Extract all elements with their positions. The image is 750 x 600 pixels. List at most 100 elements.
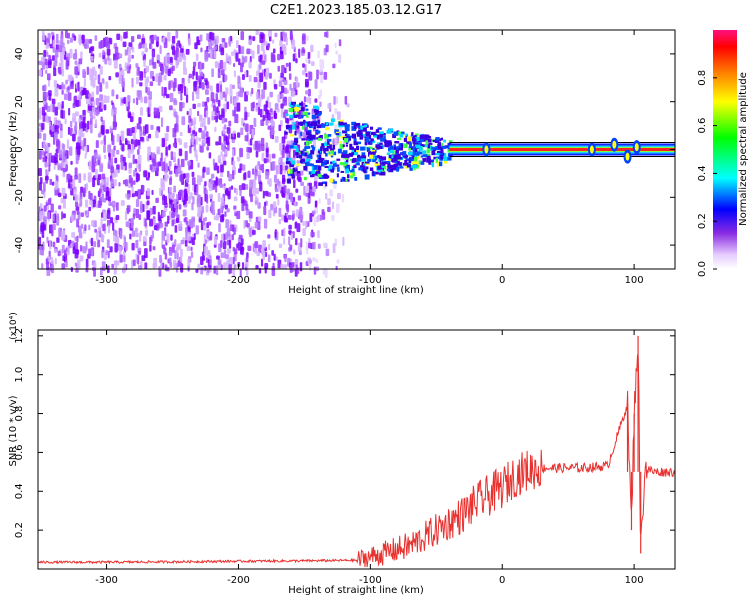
spectrogram-cell (216, 106, 219, 114)
spectrogram-cell (308, 237, 311, 243)
spectrogram-cell (74, 248, 79, 259)
spectrogram-cell (38, 127, 41, 135)
spectrogram-cell (178, 148, 183, 156)
spectrogram-signal-cell (343, 163, 348, 168)
spectrogram-cell (229, 224, 234, 232)
spectrogram-cell (267, 234, 271, 239)
spectrogram-signal-cell (422, 157, 427, 162)
spectrogram-cell (320, 75, 324, 84)
spectrogram-cell (132, 98, 136, 104)
spectrogram-cell (198, 218, 202, 223)
spectrogram-cell (106, 48, 111, 56)
spectrogram-cell (180, 257, 183, 263)
spectrogram-signal-cell (304, 146, 307, 152)
spectrogram-cell (248, 211, 253, 219)
spectrogram-cell (244, 106, 247, 113)
snr-x-label: Height of straight line (km) (288, 585, 424, 596)
spectrogram-cell (152, 246, 156, 251)
spectrogram-signal-cell (331, 118, 335, 123)
spectrogram-cell (151, 157, 154, 163)
spectrogram-cell (127, 112, 132, 119)
spectrogram-cell (270, 203, 274, 211)
spectrogram-cell (161, 230, 166, 241)
spectrogram-signal-cell (409, 142, 412, 148)
spectrogram-signal-cell (439, 158, 444, 161)
spectrogram-signal-cell (291, 160, 296, 165)
spectrogram-cell (44, 175, 49, 181)
spectrogram-cell (269, 108, 273, 113)
spectrogram-cell (153, 218, 156, 225)
spectrogram-signal-cell (318, 157, 323, 163)
spectrogram-signal-cell (392, 133, 397, 139)
spectrogram-cell (134, 190, 138, 197)
spectrogram-cell (227, 133, 230, 140)
spectrogram-cell (245, 255, 249, 263)
spectrogram-cell (106, 209, 111, 219)
spectrogram-cell (168, 170, 173, 175)
spectrogram-cell (56, 237, 60, 243)
spectrogram-signal-cell (361, 152, 366, 156)
spectrogram-cell (293, 179, 296, 189)
spectrogram-signal-cell (296, 104, 301, 108)
spectrogram-cell (314, 200, 318, 208)
spectrogram-cell (78, 117, 81, 123)
spectrogram-cell (266, 158, 269, 163)
spectrogram-cell (217, 68, 221, 79)
spectrogram-cell (238, 168, 242, 174)
spectrogram-x-tick-label: 0 (499, 275, 505, 286)
spectrogram-signal-cell (406, 164, 411, 168)
spectrogram-cell (191, 216, 196, 223)
spectrogram-signal-cell (399, 143, 404, 148)
spectrogram-cell (201, 101, 205, 107)
spectrogram-cell (103, 95, 107, 104)
spectrogram-cell (145, 65, 150, 73)
spectrogram-cell (212, 158, 215, 166)
spectrogram-cell (173, 100, 178, 106)
spectrogram-signal-cell (324, 161, 327, 164)
spectrogram-signal-cell (338, 141, 342, 144)
spectrogram-cell (152, 205, 156, 215)
spectrogram-cell (173, 185, 176, 193)
spectrogram-signal-cell (329, 148, 334, 152)
spectrogram-cell (188, 219, 192, 227)
spectrogram-signal-cell (447, 153, 450, 157)
spectrogram-signal-cell (344, 134, 348, 137)
spectrogram-signal-cell (333, 151, 337, 156)
spectrogram-cell (100, 39, 105, 49)
spectrogram-cell (100, 116, 103, 122)
spectrogram-signal-cell (300, 150, 304, 155)
spectrogram-signal-cell (380, 165, 385, 171)
spectrogram-cell (139, 136, 144, 142)
spectrogram-cell (248, 75, 252, 82)
spectrogram-cell (46, 211, 51, 220)
spectrogram-cell (155, 130, 159, 139)
spectrogram-cell (92, 78, 96, 88)
spectrogram-cell (82, 71, 87, 79)
spectrogram-signal-cell (299, 102, 303, 106)
spectrogram-signal-cell (357, 125, 362, 128)
spectrogram-cell (48, 121, 51, 127)
spectrogram-signal-cell (313, 124, 316, 130)
spectrogram-cell (198, 137, 202, 142)
spectrogram-cell (187, 160, 192, 166)
spectrogram-signal-cell (379, 142, 383, 145)
spectrogram-cell (271, 128, 275, 135)
spectrogram-cell (75, 99, 79, 108)
spectrogram-cell (240, 31, 245, 41)
spectrogram-signal-cell (389, 145, 394, 149)
spectrogram-signal-cell (311, 114, 317, 119)
spectrogram-signal-cell (426, 158, 431, 163)
spectrogram-cell (160, 190, 164, 197)
spectrogram-cell (130, 36, 135, 43)
spectrogram-cell (76, 145, 81, 155)
spectrogram-cell (179, 102, 183, 112)
spectrogram-cell (174, 225, 178, 233)
spectrogram-cell (156, 146, 161, 155)
spectrogram-cell (48, 93, 52, 101)
colorbar-ticks: 0.00.20.40.60.8 (697, 70, 717, 277)
spectrogram-signal-cell (312, 121, 317, 126)
spectrogram-cell (311, 231, 315, 238)
spectrogram-cell (283, 185, 287, 194)
spectrogram-cell (184, 150, 188, 161)
